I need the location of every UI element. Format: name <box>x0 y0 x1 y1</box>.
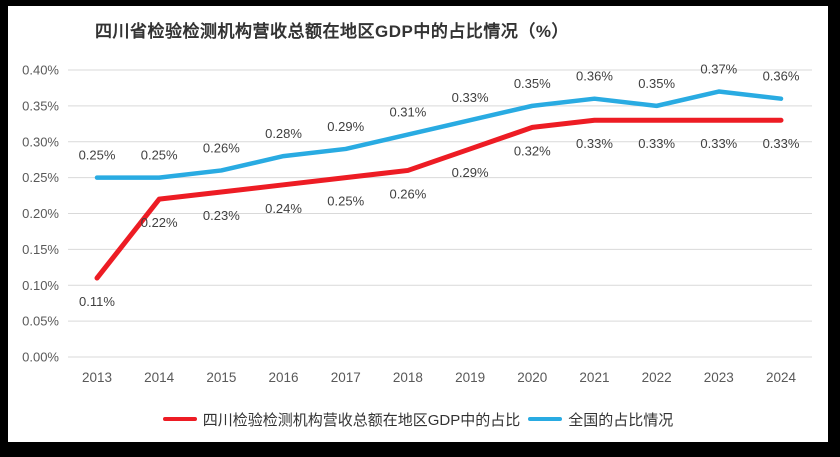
data-point-label: 0.33% <box>452 90 489 105</box>
data-point-label: 0.31% <box>389 105 426 120</box>
x-tick-label: 2019 <box>455 370 485 385</box>
x-tick-label: 2014 <box>144 370 175 385</box>
x-tick-label: 2022 <box>642 370 672 385</box>
chart-canvas: 四川省检验检测机构营收总额在地区GDP中的占比情况（%） 0.00% 0.05% 0… <box>8 6 828 442</box>
data-point-label: 0.26% <box>203 140 240 155</box>
chart-legend: 四川检验检测机构营收总额在地区GDP中的占比 全国的占比情况 <box>8 407 828 431</box>
legend-item-sichuan: 四川检验检测机构营收总额在地区GDP中的占比 <box>162 409 521 430</box>
series-line-national <box>94 89 784 180</box>
data-point-label: 0.22% <box>141 215 178 230</box>
y-tick-label: 0.00% <box>22 350 59 365</box>
x-tick-label: 2018 <box>393 370 423 385</box>
x-tick-label: 2017 <box>331 370 361 385</box>
y-tick-label: 0.15% <box>22 242 59 257</box>
series-line-sichuan <box>94 117 784 281</box>
data-point-label: 0.35% <box>514 76 551 91</box>
data-point-label: 0.35% <box>638 76 675 91</box>
y-tick-label: 0.35% <box>22 98 59 113</box>
data-point-label: 0.25% <box>141 148 178 163</box>
legend-label-sichuan: 四川检验检测机构营收总额在地区GDP中的占比 <box>202 411 521 429</box>
data-point-label: 0.33% <box>576 136 613 151</box>
y-tick-label: 0.30% <box>22 134 59 149</box>
y-tick-label: 0.40% <box>22 63 59 78</box>
legend-label-national: 全国的占比情况 <box>568 411 674 429</box>
data-point-label: 0.11% <box>79 294 115 309</box>
y-tick-label: 0.05% <box>22 314 59 329</box>
data-point-label: 0.32% <box>514 143 551 158</box>
line-chart-plot: 0.00% 0.05% 0.10% 0.15% 0.20% 0.25% 0.30% 0.35%… <box>22 62 812 385</box>
data-point-label: 0.33% <box>638 136 675 151</box>
data-point-label: 0.33% <box>763 136 800 151</box>
data-point-label: 0.36% <box>763 69 800 84</box>
y-tick-label: 0.20% <box>22 206 59 221</box>
data-point-label: 0.29% <box>327 119 364 134</box>
y-tick-label: 0.10% <box>22 278 59 293</box>
data-point-label: 0.26% <box>389 186 426 201</box>
data-point-label: 0.23% <box>203 208 240 223</box>
x-tick-label: 2013 <box>82 370 112 385</box>
data-point-label: 0.25% <box>79 148 116 163</box>
chart-title: 四川省检验检测机构营收总额在地区GDP中的占比情况（%） <box>95 22 569 41</box>
data-point-label: 0.25% <box>327 194 364 209</box>
x-tick-label: 2016 <box>269 370 299 385</box>
legend-item-national: 全国的占比情况 <box>528 409 673 430</box>
data-point-label: 0.36% <box>576 69 613 84</box>
data-point-label: 0.37% <box>700 62 737 77</box>
x-tick-label: 2024 <box>766 370 797 385</box>
x-tick-label: 2020 <box>517 370 547 385</box>
data-point-label: 0.28% <box>265 126 302 141</box>
x-tick-label: 2015 <box>206 370 236 385</box>
x-tick-label: 2023 <box>704 370 734 385</box>
data-point-label: 0.24% <box>265 201 302 216</box>
legend-swatch-blue-line <box>528 417 563 421</box>
data-point-label: 0.33% <box>700 136 737 151</box>
y-tick-label: 0.25% <box>22 170 59 185</box>
x-tick-label: 2021 <box>579 370 609 385</box>
legend-swatch-red-line <box>162 417 197 421</box>
data-point-label: 0.29% <box>452 165 489 180</box>
